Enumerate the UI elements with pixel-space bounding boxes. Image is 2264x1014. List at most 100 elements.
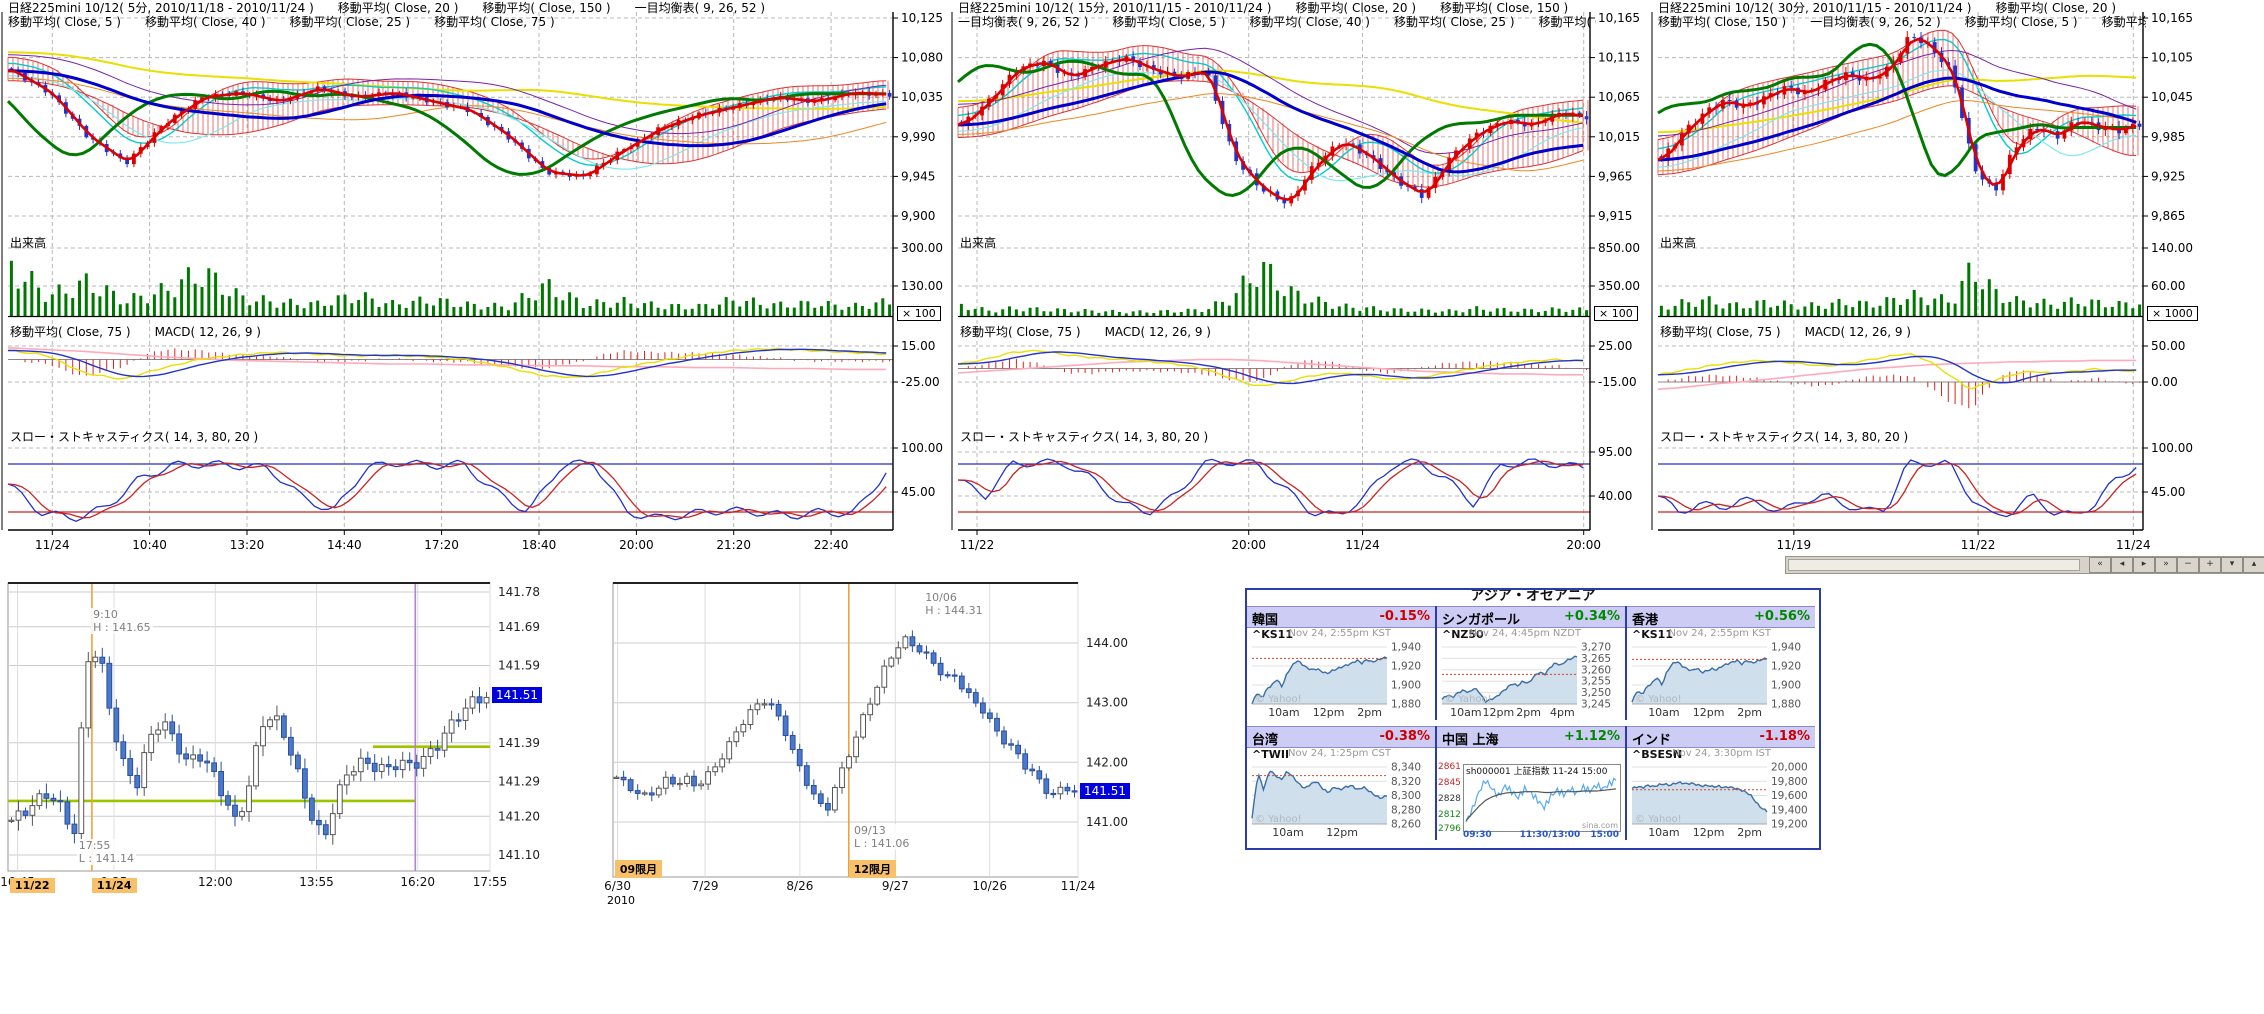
svg-text:141.29: 141.29 — [498, 775, 540, 789]
low-annotation: 09/13 L : 141.06 — [852, 824, 912, 851]
change-badge: -0.38% — [1379, 729, 1431, 744]
svg-text:25.00: 25.00 — [1598, 339, 1632, 353]
svg-text:3,260: 3,260 — [1581, 664, 1611, 676]
last-price-badge: 141.51 — [1080, 782, 1130, 799]
fx-daily-chart[interactable]: 144.00 143.00 142.00 141.00 6/30 7/29 8/26 9/27… — [600, 578, 1240, 938]
svg-text:3,245: 3,245 — [1581, 699, 1611, 711]
axis-label: 2828 — [1438, 794, 1461, 804]
contract-month-badge: 09限月 — [614, 860, 663, 878]
high-annotation: 10/06 H : 144.31 — [923, 590, 985, 617]
change-badge: -1.18% — [1759, 729, 1811, 744]
svg-text:21:20: 21:20 — [716, 538, 751, 552]
chart-panel-nikkei-30min: 10,165 10,105 10,045 9,985 9,925 9,865 140.00 6… — [1650, 0, 2264, 570]
quote-timestamp: Nov 24, 2:55pm KST — [1288, 628, 1391, 639]
svg-text:22:40: 22:40 — [814, 538, 849, 552]
chart-indicators: 移動平均( Close, 150 ) 一目均衡表( 9, 26, 52 ) 移動… — [1658, 15, 2146, 29]
chart-header: 日経225mini 10/12( 5分, 2010/11/18 - 2010/1… — [8, 1, 896, 29]
period-down-icon[interactable]: ▾ — [2221, 557, 2243, 573]
svg-text:10am: 10am — [1268, 706, 1299, 719]
svg-text:10,035: 10,035 — [901, 90, 943, 104]
chart-scrollbar[interactable]: « ◂ ▸ » − + ▾ ▴ — [1785, 556, 2264, 574]
svg-text:140.00: 140.00 — [2151, 241, 2193, 255]
tile-header[interactable]: 香港 +0.56% — [1627, 606, 1815, 628]
svg-text:8,280: 8,280 — [1391, 804, 1421, 816]
svg-text:1,940: 1,940 — [1391, 642, 1421, 654]
svg-text:19,800: 19,800 — [1771, 776, 1808, 788]
svg-text:10am: 10am — [1272, 826, 1303, 839]
svg-text:15.00: 15.00 — [901, 339, 935, 353]
date-badge: 11/24 — [91, 878, 137, 893]
zoom-in-icon[interactable]: + — [2199, 557, 2221, 573]
svg-text:60.00: 60.00 — [2151, 279, 2185, 293]
tile-header[interactable]: シンガポール +0.34% — [1437, 606, 1625, 628]
scroll-left-fast-icon[interactable]: « — [2089, 557, 2111, 573]
zoom-out-icon[interactable]: − — [2177, 557, 2199, 573]
svg-text:40.00: 40.00 — [1598, 489, 1632, 503]
market-tile-hongkong[interactable]: 香港 +0.56% ^KS11 Nov 24, 2:55pm KST 1,940… — [1627, 606, 1815, 720]
volume-scale-label: × 1000 — [2147, 306, 2198, 321]
market-tile-shanghai[interactable]: 中国 上海 +1.12% 2861 2845 2828 2812 2796 sh… — [1437, 726, 1627, 840]
market-tile-singapore[interactable]: シンガポール +0.34% ^NZ50 Nov 24, 4:45pm NZDT … — [1437, 606, 1627, 720]
tile-header[interactable]: 台湾 -0.38% — [1247, 726, 1435, 748]
mini-area-chart: 1,940 1,920 1,900 1,880 10am 12pm 2pm — [1251, 642, 1421, 719]
svg-text:17:55: 17:55 — [473, 875, 508, 889]
year-label: 2010 — [607, 894, 635, 907]
quote-timestamp: Nov 24, 2:55pm KST — [1668, 628, 1771, 639]
svg-text:12:00: 12:00 — [198, 875, 233, 889]
macd-pane-label: 移動平均( Close, 75 ) MACD( 12, 26, 9 ) — [960, 325, 1211, 339]
market-tile-korea[interactable]: 韓国 -0.15% ^KS11 Nov 24, 2:55pm KST 1,940… — [1247, 606, 1437, 720]
svg-text:9,990: 9,990 — [901, 130, 935, 144]
svg-text:1,880: 1,880 — [1771, 699, 1801, 711]
svg-text:0.00: 0.00 — [2151, 375, 2178, 389]
chart-title: 日経225mini 10/12( 15分, 2010/11/15 - 2010/… — [958, 1, 1569, 15]
yahoo-watermark: © Yahoo! — [1255, 694, 1302, 705]
svg-text:1,900: 1,900 — [1391, 680, 1421, 692]
scrollbar-thumb[interactable] — [1788, 559, 2080, 571]
axis-label: 2845 — [1438, 778, 1461, 788]
svg-text:19,200: 19,200 — [1771, 819, 1808, 831]
fx-intraday-chart[interactable]: 141.78 141.69 141.59 141.39 141.29 141.20 141.… — [0, 578, 560, 918]
scroll-right-fast-icon[interactable]: » — [2155, 557, 2177, 573]
volume-pane-label: 出来高 — [10, 236, 47, 250]
svg-text:14:40: 14:40 — [327, 538, 362, 552]
scroll-left-icon[interactable]: ◂ — [2111, 557, 2133, 573]
svg-text:-15.00: -15.00 — [1598, 375, 1637, 389]
chart-indicators: 移動平均( Close, 5 ) 移動平均( Close, 40 ) 移動平均(… — [8, 15, 555, 29]
svg-text:100.00: 100.00 — [2151, 441, 2193, 455]
svg-text:11/24: 11/24 — [2116, 538, 2151, 552]
market-tile-taiwan[interactable]: 台湾 -0.38% ^TWII Nov 24, 1:25pm CST 8,340… — [1247, 726, 1437, 840]
svg-text:141.20: 141.20 — [498, 809, 540, 823]
candlestick-chart-30min[interactable]: 10,165 10,105 10,045 9,985 9,925 9,865 140.00 6… — [1650, 0, 2264, 570]
quote-timestamp: Nov 24, 1:25pm CST — [1288, 748, 1391, 759]
tile-header[interactable]: 中国 上海 +1.12% — [1437, 726, 1625, 748]
tile-header[interactable]: 韓国 -0.15% — [1247, 606, 1435, 628]
svg-text:8,300: 8,300 — [1391, 790, 1421, 802]
svg-text:143.00: 143.00 — [1086, 696, 1128, 710]
volume-scale-label: × 100 — [897, 306, 941, 321]
candlestick-chart-5min[interactable]: 10,125 10,080 10,035 9,990 9,945 9,900 300.00 1… — [0, 0, 950, 570]
yahoo-watermark: © Yahoo! — [1635, 694, 1682, 705]
svg-text:10,065: 10,065 — [1598, 90, 1640, 104]
region-label: 韓国 — [1252, 613, 1279, 628]
svg-text:20:00: 20:00 — [1231, 538, 1266, 552]
svg-text:142.00: 142.00 — [1086, 755, 1128, 769]
scroll-right-icon[interactable]: ▸ — [2133, 557, 2155, 573]
chart-title: 日経225mini 10/12( 30分, 2010/11/15 - 2010/… — [1658, 1, 2117, 15]
svg-text:12pm: 12pm — [1693, 706, 1725, 719]
svg-text:130.00: 130.00 — [901, 279, 943, 293]
period-up-icon[interactable]: ▴ — [2243, 557, 2264, 573]
svg-text:4pm: 4pm — [1550, 706, 1575, 719]
yahoo-watermark: © Yahoo! — [1255, 814, 1302, 825]
tile-header[interactable]: インド -1.18% — [1627, 726, 1815, 748]
candlestick-chart-15min[interactable]: 10,165 10,115 10,065 10,015 9,965 9,915 850.00… — [950, 0, 1650, 570]
macd-pane-label: 移動平均( Close, 75 ) MACD( 12, 26, 9 ) — [1660, 325, 1911, 339]
change-badge: +0.56% — [1754, 609, 1810, 624]
yahoo-watermark: © Yahoo! — [1635, 814, 1682, 825]
sina-watermark: sina.com — [1582, 821, 1618, 830]
yahoo-watermark: © Yahoo! — [1445, 694, 1492, 705]
svg-text:141.78: 141.78 — [498, 585, 540, 599]
svg-text:7/29: 7/29 — [692, 879, 719, 893]
market-tile-india[interactable]: インド -1.18% ^BSESN Nov 24, 3:30pm IST 20,… — [1627, 726, 1815, 840]
svg-text:17:20: 17:20 — [424, 538, 459, 552]
svg-text:141.10: 141.10 — [498, 848, 540, 862]
